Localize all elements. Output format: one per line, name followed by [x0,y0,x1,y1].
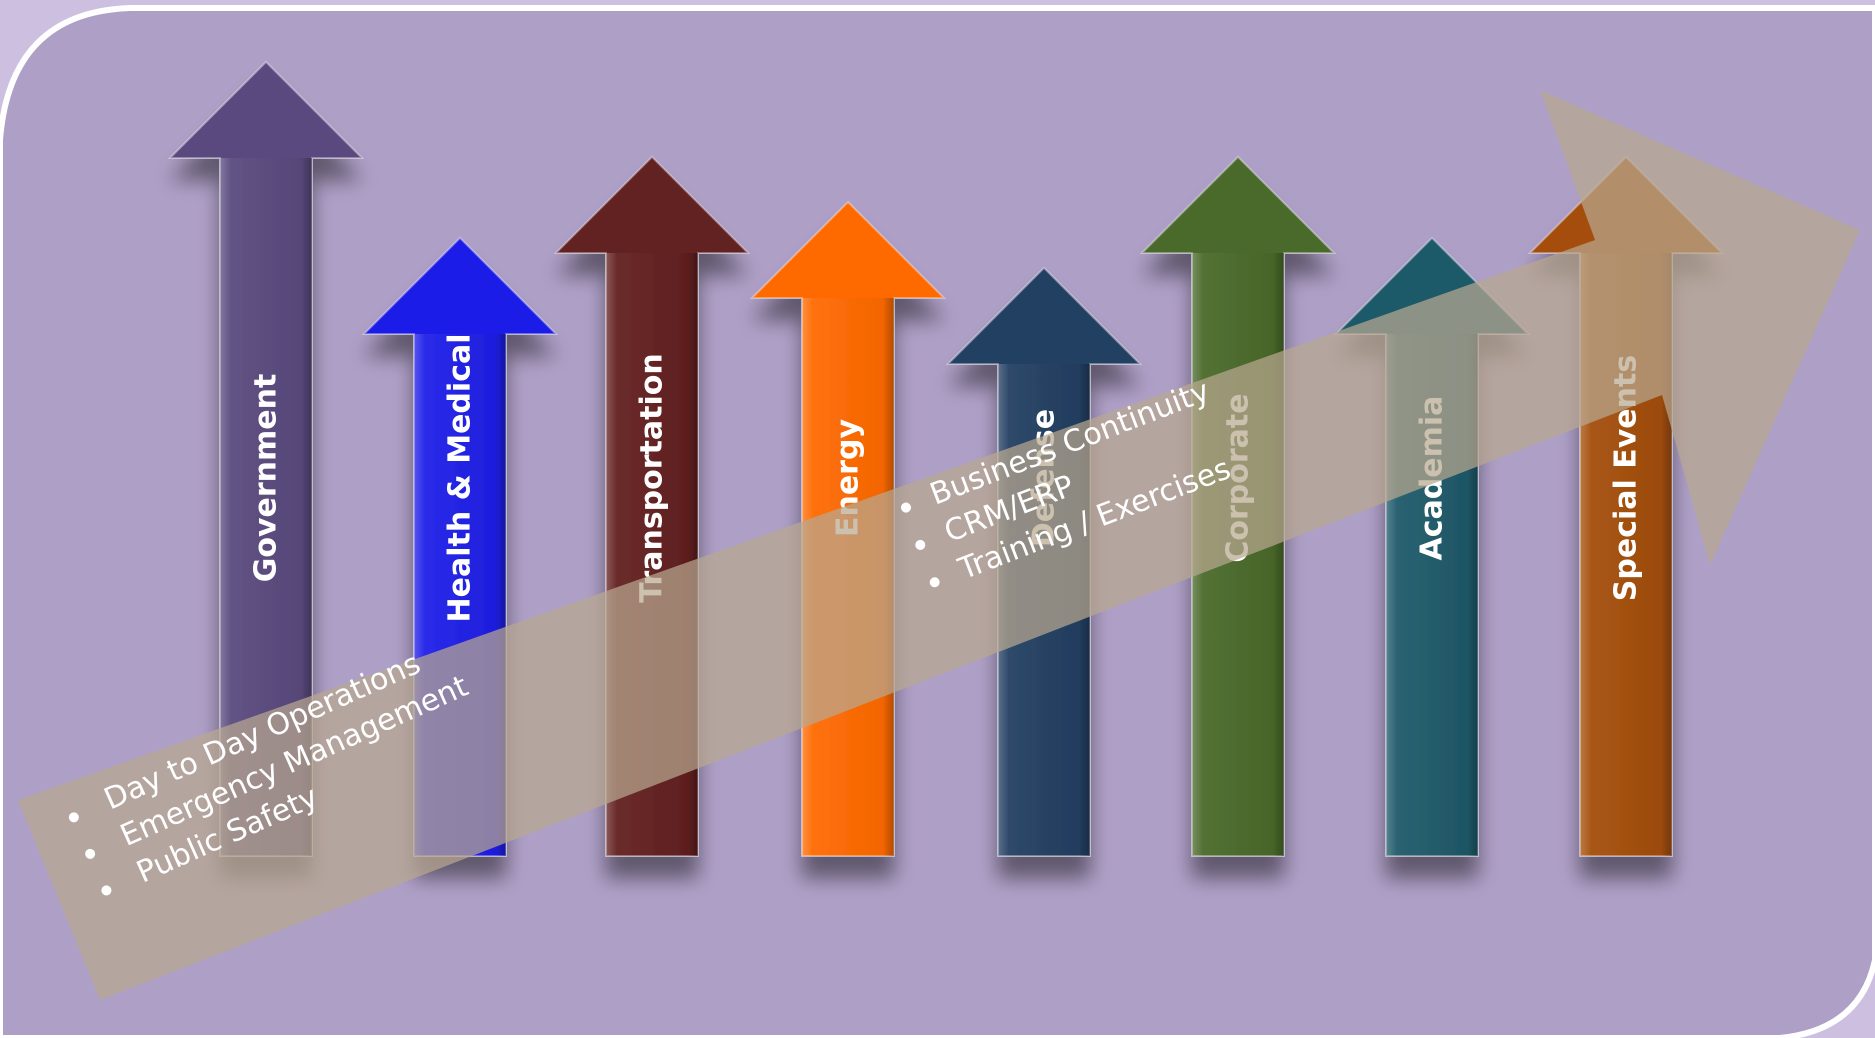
bullet [915,539,926,550]
sector-label: Health & Medical [443,334,478,623]
progression-arrow [18,90,1860,1000]
bullet [900,502,911,513]
bullet [85,848,96,859]
bullet [68,812,79,823]
bullet [929,577,940,588]
sector-label: Government [249,374,284,583]
sector-label: Transportation [635,353,670,602]
bullet [101,885,112,896]
